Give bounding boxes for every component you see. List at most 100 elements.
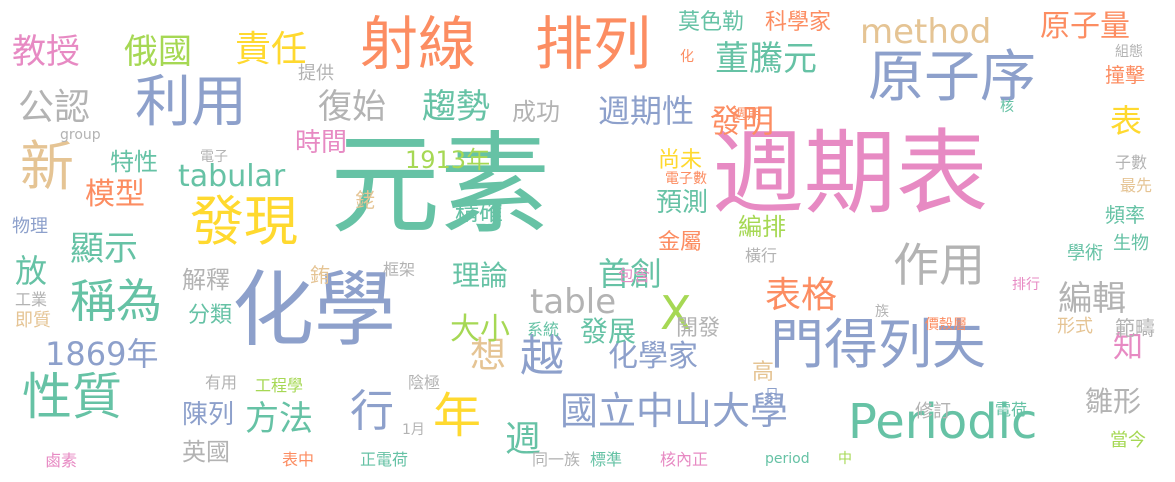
word: 學術 [1067,243,1103,264]
word: 頻率 [1105,203,1145,227]
word: 時間 [295,128,348,158]
word: 週期表 [712,120,989,227]
word: 1869年 [45,335,159,373]
word: 核內正 [660,450,709,469]
word: tabular [178,159,286,194]
word: 陰極 [408,373,441,392]
word: 週期 [733,107,761,123]
word: 表格 [765,275,838,316]
word: 工程學 [255,376,304,395]
word: 化學家 [608,339,698,374]
word: 想 [470,335,507,376]
word: 發現 [190,190,298,253]
word: 尚未 [658,148,703,173]
word: 稱為 [70,274,162,328]
word: 金屬 [658,230,703,255]
word: 正電荷 [360,450,409,469]
word: 首創 [598,255,663,293]
word: 1月 [402,422,425,438]
word: 責任 [235,29,308,70]
word: table [530,282,617,322]
word: 模型 [85,177,145,212]
word: 高 [752,360,775,385]
word: 方法 [245,399,313,439]
word: 表中 [282,450,315,469]
word: 復始 [318,87,386,127]
word: 英國 [182,438,230,466]
word: 最先 [1120,176,1153,195]
word: 發展 [580,315,637,348]
word: period [765,451,810,467]
word: 原子序 [868,45,1036,110]
word: 射線 [360,10,477,78]
word: 趨勢 [422,87,490,127]
word: 生物 [1113,233,1149,254]
word: 原子量 [1040,9,1130,44]
word: 當今 [1110,430,1146,451]
word: 國立中山大學 [560,389,789,433]
word: 科學家 [765,10,832,35]
word: method [860,12,992,52]
word: 電子 [200,149,228,165]
word: 核 [1000,99,1014,115]
word: 利用 [135,70,247,135]
word: 組態 [1115,44,1143,60]
word: 橫行 [745,246,778,265]
word: 俄國 [124,32,192,72]
word: 有用 [205,373,238,392]
word: 中 [838,451,852,467]
word: 公認 [18,87,91,128]
word: 物理 [12,216,48,237]
word: 大小 [450,312,510,347]
word: 價殼層 [925,317,967,333]
word: 編輯 [1058,279,1126,319]
word: 元素 [330,121,550,249]
word: 週期性 [598,92,695,130]
word: 提供 [298,63,334,84]
word: 性質 [22,368,122,426]
word: 分類 [188,303,233,328]
word: 鹵素 [45,451,78,470]
word: X [660,286,692,340]
word: 化學 [232,263,397,358]
word: 標準 [590,450,623,469]
word: 作用 [893,238,985,292]
word: 門得列夫 [770,313,986,376]
word: 範疇 [1115,316,1155,340]
word: 董騰元 [715,39,817,79]
word: 預測 [656,188,709,218]
word: 即質 [15,310,51,331]
word: 開發 [676,316,721,341]
word: 精確 [455,198,503,226]
word: 特性 [110,148,158,176]
word: 解釋 [182,266,230,294]
word: Periodic [848,394,1038,450]
word: 知 [1113,330,1143,365]
word: 新 [20,135,74,198]
word: 陳列 [182,400,235,430]
word: 電荷 [995,400,1028,419]
word: 框架 [383,260,416,279]
word: 教授 [12,32,80,72]
word: 排行 [1012,277,1040,293]
word: 排列 [535,10,652,78]
word: 顯示 [70,229,138,269]
word: 銠 [355,188,375,212]
word: 放 [15,252,48,290]
word: 電子數 [665,171,707,187]
word: 越 [520,331,564,382]
word: 包含 [618,266,651,285]
word: 行 [350,386,394,437]
word: 修訂 [915,401,951,422]
word: group [60,127,101,143]
word: 莫色勒 [678,10,745,35]
word: 1913年 [405,146,491,174]
word: 發明 [710,102,775,140]
word: 理論 [452,259,509,292]
word: 表 [1110,102,1143,140]
word: 子數 [1115,153,1148,172]
word: 撞擊 [1105,63,1145,87]
word: 編排 [738,213,786,241]
word: 年 [433,388,482,444]
